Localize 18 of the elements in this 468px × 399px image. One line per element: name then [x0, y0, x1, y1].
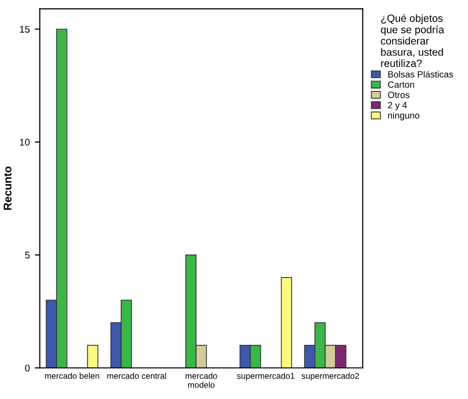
- y-tick-label: 5: [25, 252, 30, 259]
- x-tick-label: supermercado1: [237, 372, 294, 381]
- legend-label: Carton: [388, 81, 414, 88]
- y-tick-label: 10: [20, 138, 30, 146]
- legend-title: ¿Qué objetos que se podría considerar basura, usted reutiliza?: [380, 14, 444, 67]
- x-tick-label: mercado modelo: [186, 372, 218, 388]
- legend-label: Otros: [388, 92, 410, 98]
- y-tick-label: 0: [25, 364, 30, 372]
- y-tick-label: 15: [20, 26, 30, 33]
- legend-label: 2 y 4: [388, 102, 407, 110]
- bar: [87, 344, 98, 368]
- legend-label: Bolsas Plásticas: [388, 70, 453, 78]
- y-axis-title: Recunto: [4, 166, 12, 210]
- bar: [280, 277, 292, 368]
- legend-label: ninguno: [388, 112, 420, 120]
- x-tick-label: mercado central: [107, 372, 166, 379]
- x-tick-label: supermercado2: [302, 372, 359, 381]
- x-tick-label: mercado belen: [45, 372, 100, 379]
